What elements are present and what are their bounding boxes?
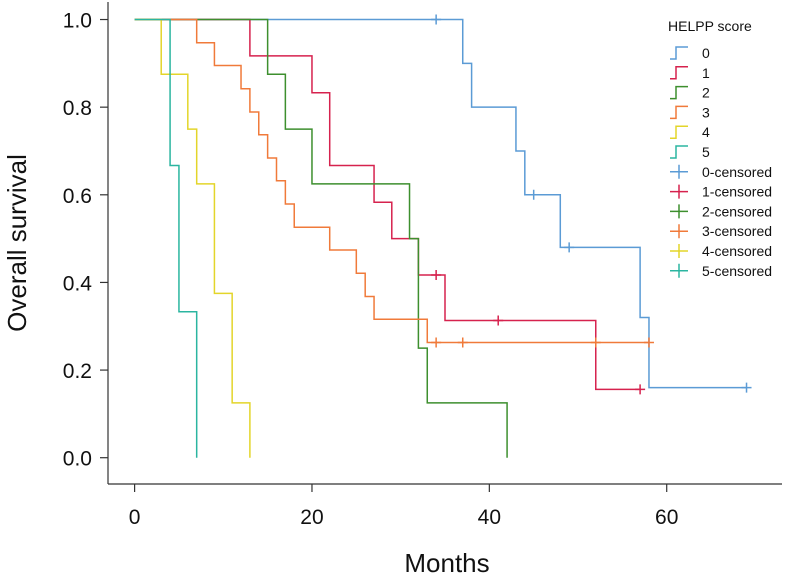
series-3-censor-mark [643, 337, 654, 348]
y-tick-label: 0.0 [63, 448, 92, 471]
legend-censored-label-4: 4-censored [702, 243, 772, 259]
series-3-censor-mark [590, 337, 601, 348]
legend-censor-icon-5 [670, 263, 688, 278]
legend-censor-icon-1 [670, 184, 688, 199]
series-3-survival-line [134, 18, 649, 344]
series-3-censor-mark [431, 337, 442, 348]
axes [107, 2, 782, 485]
legend-line-icon-1 [670, 66, 688, 80]
legend-censor-icon-0 [670, 164, 688, 179]
y-tick-label: 0.4 [63, 272, 93, 295]
x-tick-label: 20 [300, 506, 323, 529]
series-0-survival-line [134, 18, 747, 389]
legend-line-icon-3 [670, 105, 688, 120]
series-5-survival-line [134, 18, 198, 458]
series-1-censor-mark [493, 315, 504, 326]
y-tick-label: 1.0 [63, 10, 92, 33]
y-tick-label: 0.8 [63, 97, 92, 120]
legend-label-2: 2 [702, 85, 710, 101]
legend-censored-label-1: 1-censored [702, 184, 772, 200]
x-tick-label: 0 [129, 506, 141, 529]
legend-censored-label-0: 0-censored [702, 164, 772, 180]
legend-label-1: 1 [702, 65, 710, 81]
series-0-censor-mark [431, 14, 442, 25]
legend-line-icon-5 [670, 145, 688, 159]
series-0-censor-mark [528, 189, 539, 200]
ticks: 0 20 40 60 0.0 0.2 0.4 0.6 0.8 1.0 [63, 10, 679, 529]
legend-line-icon-0 [670, 46, 688, 60]
series-0-censor-mark [741, 382, 752, 393]
x-tick-label: 60 [655, 506, 678, 529]
series-2-survival-line [134, 18, 508, 458]
legend-censor-icon-2 [670, 204, 688, 219]
series-1-survival-line [134, 18, 641, 391]
x-axis-title: Months [404, 548, 489, 576]
series-0-censor-mark [564, 242, 575, 253]
series-3-censor-mark [457, 337, 468, 348]
legend-censored-label-2: 2-censored [702, 203, 772, 219]
legend-label-4: 4 [702, 124, 710, 140]
series-4-survival-line [134, 18, 251, 458]
legend-title: HELPP score [668, 18, 752, 34]
legend-label-0: 0 [702, 45, 710, 61]
legend-line-icon-2 [670, 85, 688, 100]
legend-censor-icon-3 [670, 224, 688, 239]
legend-censored-label-5: 5-censored [702, 263, 772, 279]
x-tick-label: 40 [478, 506, 501, 529]
legend: HELPP score 0 1 2 3 4 5 0-censored 1-censored 2-… [668, 18, 772, 279]
legend-censor-icon-4 [670, 244, 688, 258]
legend-censored-label-3: 3-censored [702, 223, 772, 239]
legend-label-3: 3 [702, 104, 710, 120]
series-layer [134, 14, 752, 458]
y-tick-label: 0.6 [63, 185, 92, 208]
series-1-censor-mark [635, 384, 646, 395]
y-axis-title: Overall survival [2, 154, 32, 332]
series-1-censor-mark [431, 269, 442, 280]
legend-label-5: 5 [702, 144, 710, 160]
y-tick-label: 0.2 [63, 360, 92, 383]
legend-line-icon-4 [670, 125, 688, 139]
